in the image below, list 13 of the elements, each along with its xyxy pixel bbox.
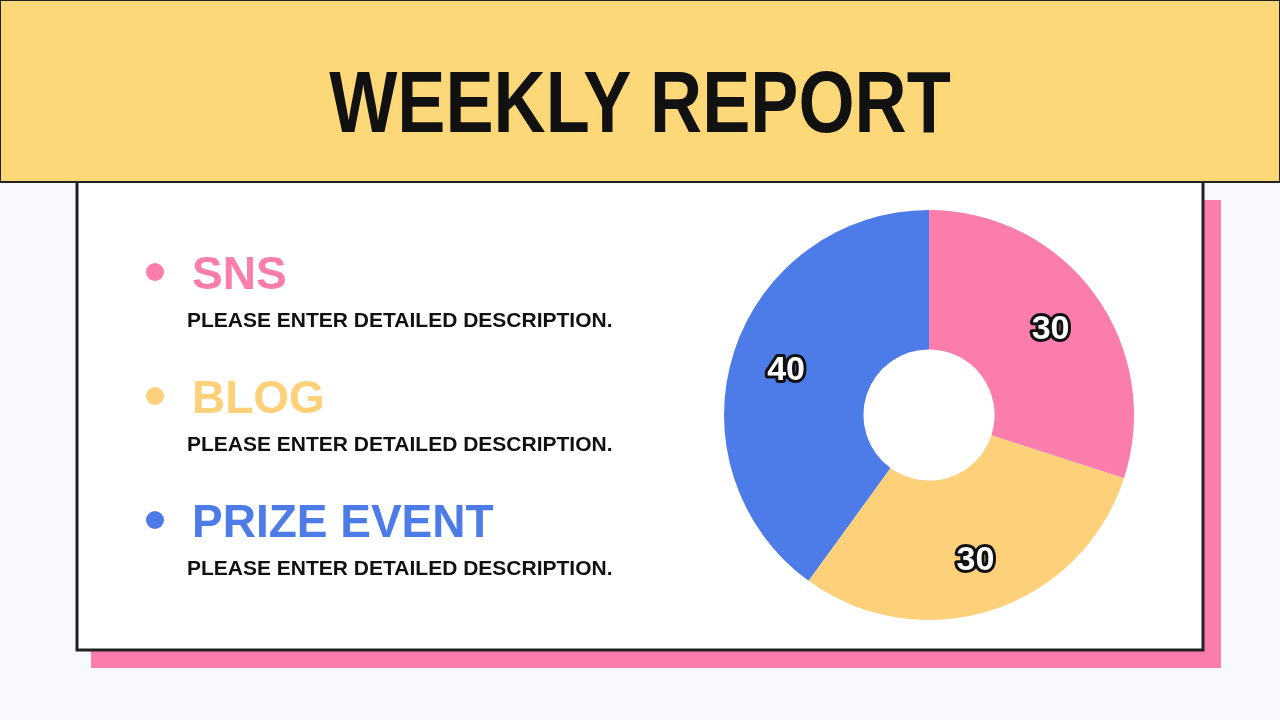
text: PLEASE ENTER DETAILED DESCRIPTION. (187, 432, 613, 455)
legend-label: BLOG (192, 371, 325, 423)
chart-title: WEEKLY REPORT (329, 52, 951, 151)
donut-slice (724, 210, 929, 581)
text: PLEASE ENTER DETAILED DESCRIPTION. (187, 308, 613, 331)
data-label: 30 (956, 538, 995, 577)
legend-label: PRIZE EVENT (192, 495, 494, 547)
donut-slice (808, 435, 1124, 620)
text: PLEASE ENTER DETAILED DESCRIPTION. (187, 556, 613, 579)
legend-label: SNS (192, 247, 287, 299)
data-label: 30 (1031, 307, 1070, 346)
data-label: 40 (767, 349, 805, 388)
donut-slice (929, 210, 1134, 479)
